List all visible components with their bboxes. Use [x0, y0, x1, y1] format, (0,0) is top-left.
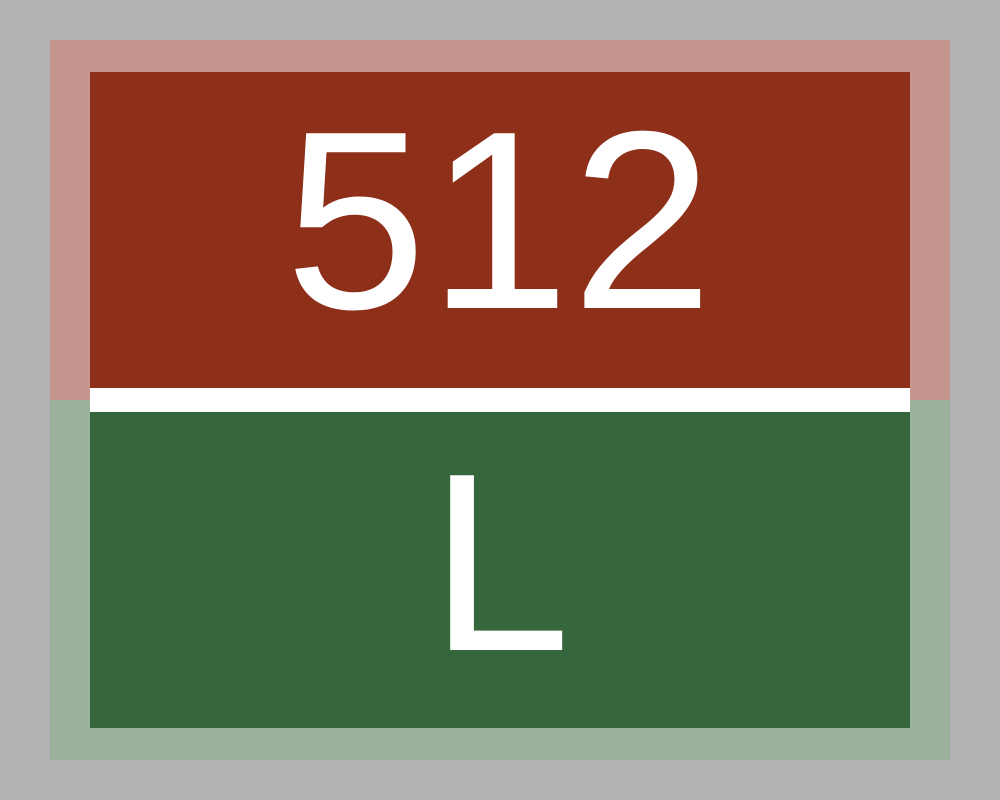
sign-number: 512	[285, 78, 715, 362]
sign-letter: L	[429, 420, 571, 704]
letter-panel: L	[90, 412, 910, 728]
sign-frame: 512 L	[50, 40, 950, 760]
number-panel: 512	[90, 72, 910, 388]
white-divider	[90, 388, 910, 412]
